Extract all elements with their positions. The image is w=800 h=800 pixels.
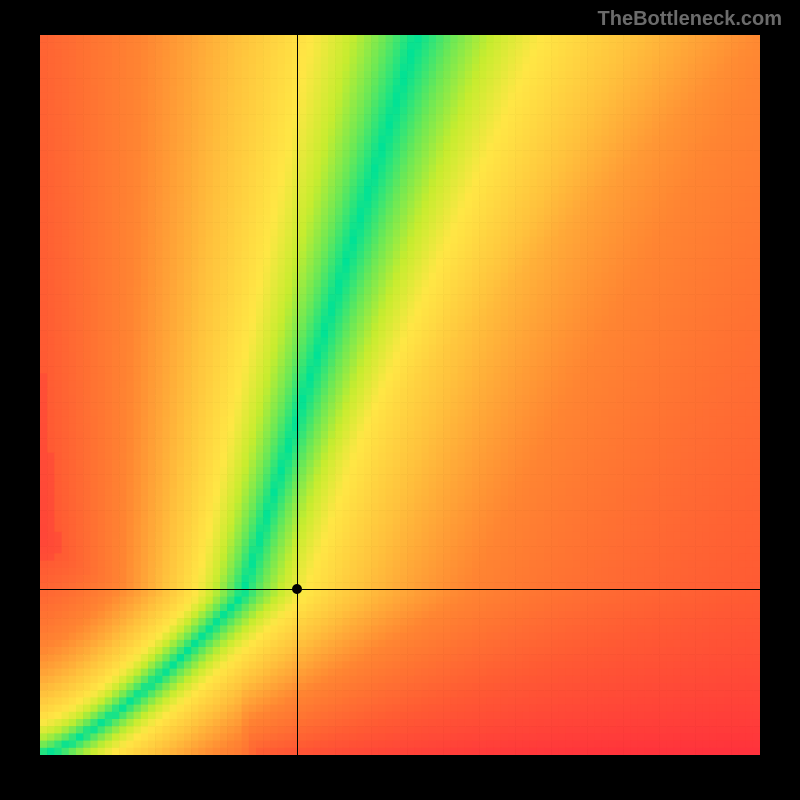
marker-dot bbox=[292, 584, 302, 594]
crosshair-horizontal bbox=[40, 589, 760, 590]
watermark-text: TheBottleneck.com bbox=[598, 8, 782, 31]
heatmap-plot bbox=[40, 35, 760, 755]
crosshair-vertical bbox=[297, 35, 298, 755]
heatmap-canvas bbox=[40, 35, 760, 755]
